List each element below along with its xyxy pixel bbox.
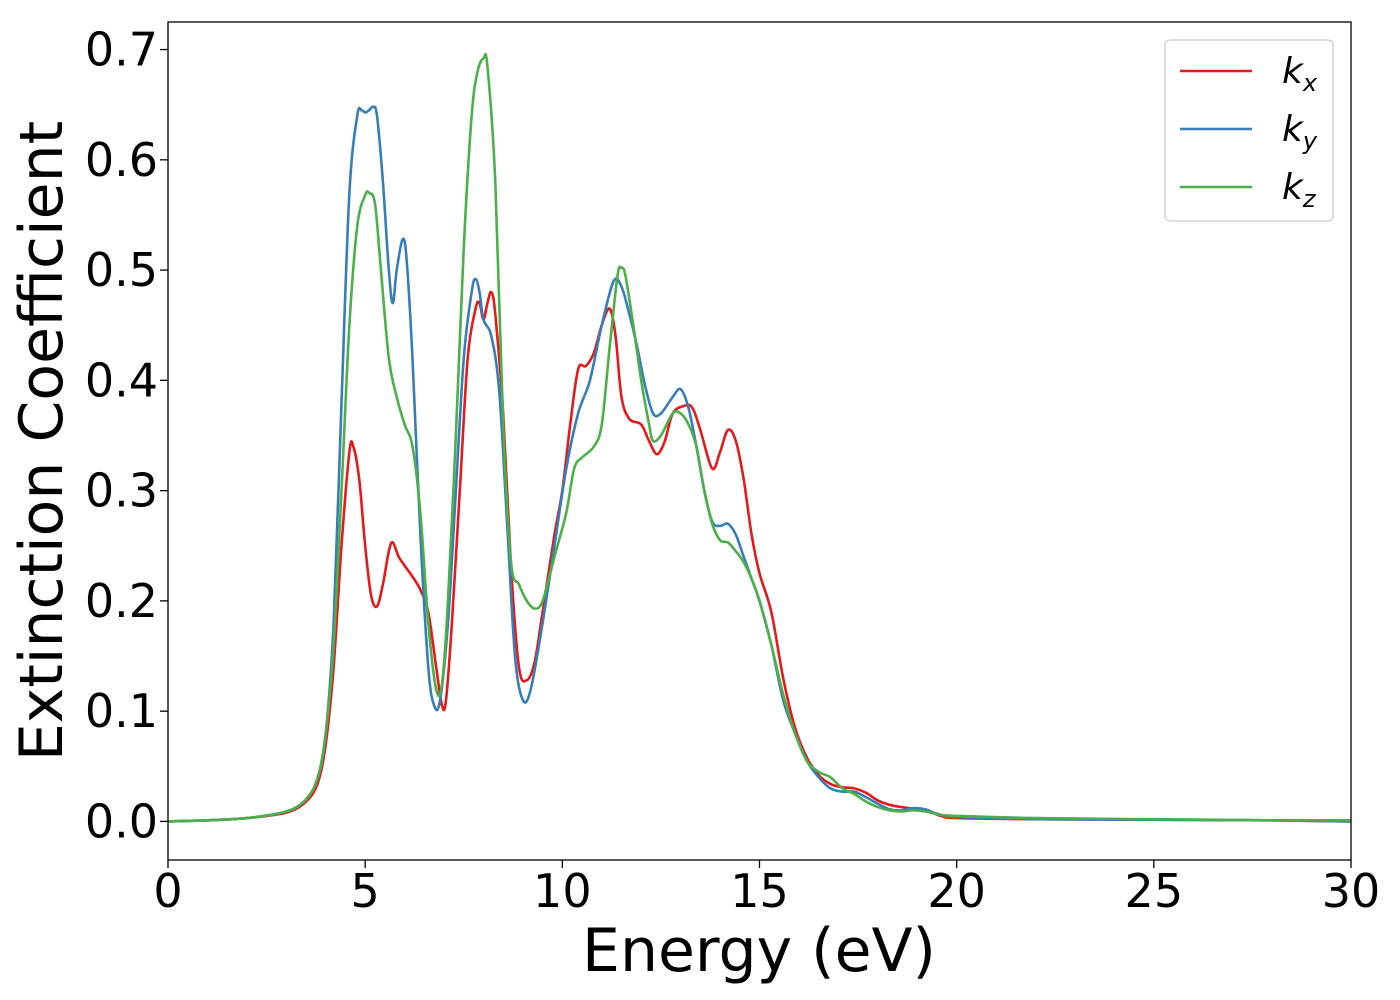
x-tick-label: 30 [1322, 864, 1381, 918]
legend-box [1164, 39, 1334, 222]
x-tick-label: 5 [351, 864, 380, 918]
y-axis-ticks: 0.0 0.1 0.2 0.3 0.4 0.5 0.6 0.7 [85, 23, 168, 848]
x-tick-label: 15 [730, 864, 789, 918]
y-tick-label: 0.2 [85, 574, 158, 628]
x-axis-label: Energy (eV) [582, 916, 936, 986]
x-tick-label: 10 [533, 864, 592, 918]
y-tick-label: 0.7 [85, 23, 158, 77]
series-line-kz [168, 52, 1351, 823]
series-line-kx [168, 290, 1351, 823]
y-axis-label: Extinction Coefficient [7, 121, 77, 761]
x-tick-label: 25 [1125, 864, 1184, 918]
series-layer [168, 52, 1351, 823]
y-tick-label: 0.6 [85, 133, 158, 187]
y-tick-label: 0.3 [85, 464, 158, 518]
y-tick-label: 0.5 [85, 243, 158, 297]
y-tick-label: 0.0 [85, 794, 158, 848]
y-tick-label: 0.1 [85, 684, 158, 738]
x-axis-ticks: 0 5 10 15 20 25 30 [153, 860, 1380, 918]
series-line-ky [168, 105, 1351, 823]
x-tick-label: 0 [153, 864, 182, 918]
x-tick-label: 20 [927, 864, 986, 918]
y-tick-label: 0.4 [85, 353, 158, 407]
